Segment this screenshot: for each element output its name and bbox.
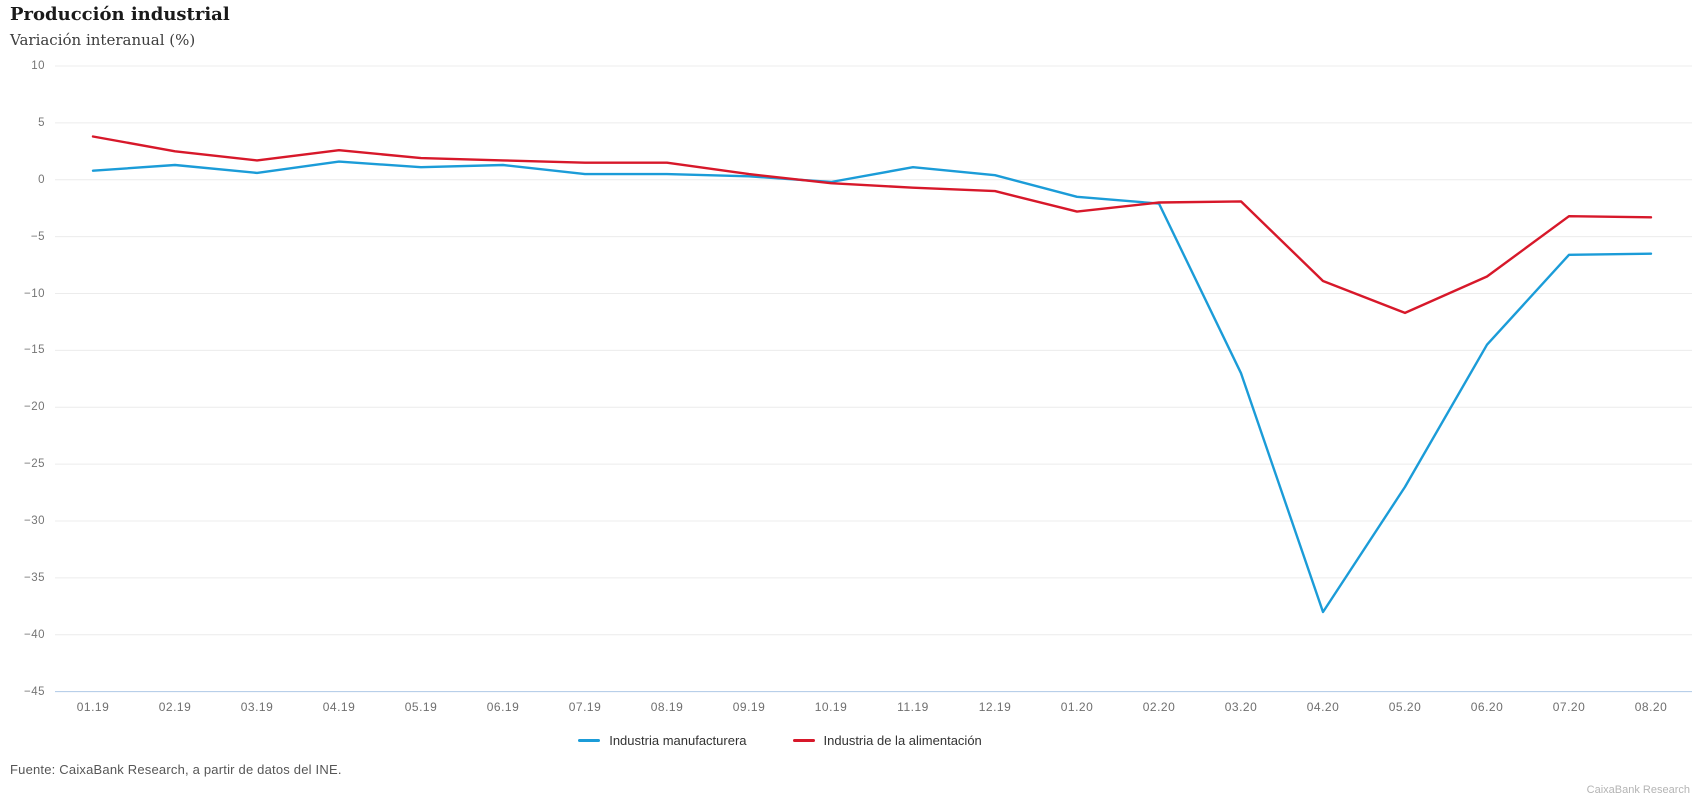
y-tick-label: −25 <box>23 458 45 471</box>
chart-subtitle: Variación interanual (%) <box>10 31 196 49</box>
y-tick-label: −20 <box>23 401 45 414</box>
x-tick-label: 04.20 <box>1306 700 1340 714</box>
x-tick-label: 02.20 <box>1142 700 1176 714</box>
x-tick-label: 08.19 <box>650 700 684 714</box>
page-title: Producción industrial <box>10 4 230 25</box>
x-tick-label: 01.20 <box>1060 700 1094 714</box>
x-tick-label: 04.19 <box>322 700 356 714</box>
x-tick-label: 07.20 <box>1552 700 1586 714</box>
x-tick-label: 02.19 <box>158 700 192 714</box>
x-tick-label: 05.19 <box>404 700 438 714</box>
legend-line-swatch-blue <box>578 739 601 742</box>
x-tick-label: 08.20 <box>1634 700 1668 714</box>
x-tick-label: 05.20 <box>1388 700 1422 714</box>
x-tick-label: 09.19 <box>732 700 766 714</box>
legend-item-manufacturera[interactable]: Industria manufacturera <box>578 733 747 748</box>
y-tick-label: −40 <box>23 628 45 641</box>
x-tick-label: 12.19 <box>978 700 1012 714</box>
legend-label: Industria manufacturera <box>609 733 747 748</box>
y-tick-label: 0 <box>38 173 45 186</box>
y-tick-label: −35 <box>23 571 45 584</box>
x-tick-label: 10.19 <box>814 700 848 714</box>
y-tick-label: −15 <box>23 344 45 357</box>
legend-item-alimentacion[interactable]: Industria de la alimentación <box>792 733 982 748</box>
x-tick-label: 03.19 <box>240 700 274 714</box>
chart-legend: Industria manufacturera Industria de la … <box>0 733 1560 748</box>
y-tick-label: −30 <box>23 515 45 528</box>
series-line <box>91 160 1653 614</box>
x-tick-label: 01.19 <box>76 700 110 714</box>
y-tick-label: −10 <box>23 287 45 300</box>
x-tick-label: 06.20 <box>1470 700 1504 714</box>
x-tick-label: 07.19 <box>568 700 602 714</box>
legend-label: Industria de la alimentación <box>823 733 982 748</box>
x-tick-label: 06.19 <box>486 700 520 714</box>
legend-line-swatch-red <box>792 739 815 742</box>
source-note: Fuente: CaixaBank Research, a partir de … <box>10 762 342 777</box>
x-tick-label: 11.19 <box>897 700 929 714</box>
x-tick-label: 03.20 <box>1224 700 1258 714</box>
y-tick-label: −45 <box>23 685 45 698</box>
y-tick-label: −5 <box>30 230 45 243</box>
y-tick-label: 5 <box>38 116 45 129</box>
series-line <box>91 135 1653 315</box>
watermark: CaixaBank Research <box>1586 784 1690 796</box>
y-tick-label: 10 <box>31 60 45 72</box>
